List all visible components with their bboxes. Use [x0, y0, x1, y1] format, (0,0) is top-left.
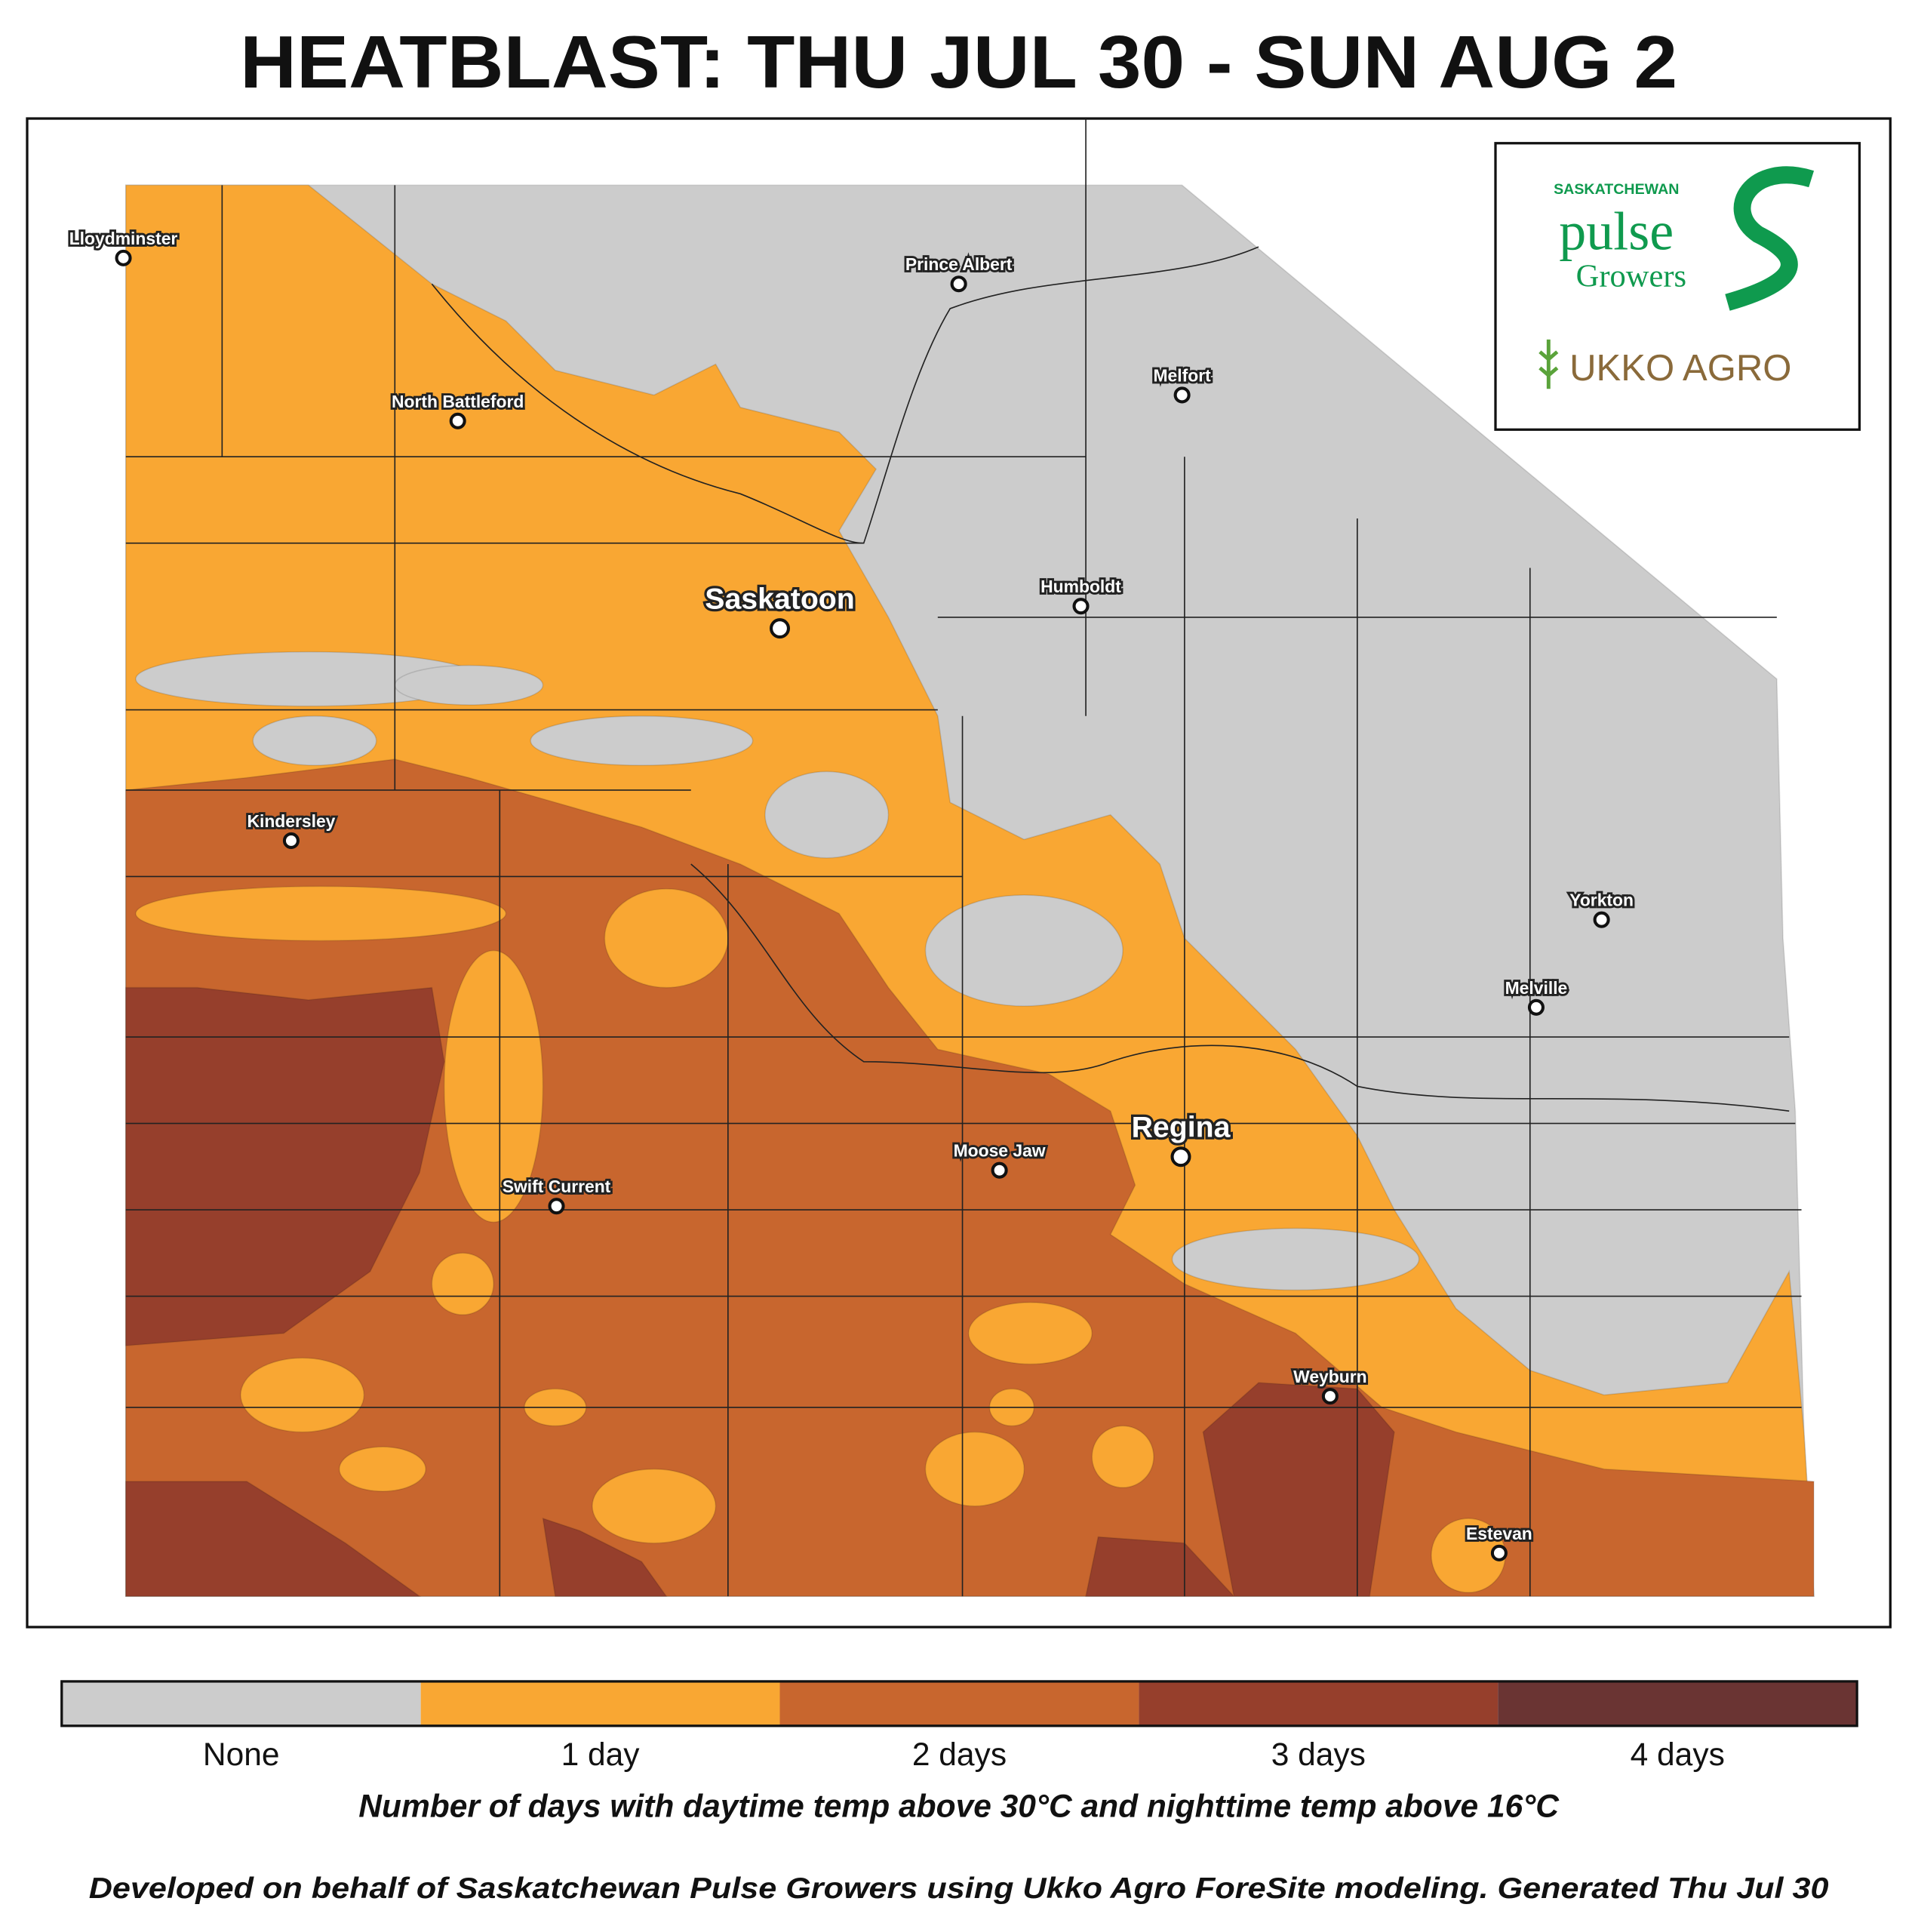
legend-swatch	[420, 1681, 780, 1726]
logo-text: SASKATCHEWAN	[1554, 181, 1679, 198]
city-marker	[950, 275, 967, 293]
city-label: Yorkton	[1569, 891, 1634, 910]
title: HEATBLAST: THU JUL 30 - SUN AUG 2	[240, 20, 1677, 103]
legend-label: 4 days	[1631, 1737, 1725, 1773]
city-marker	[1593, 911, 1610, 928]
zone-3-days	[1085, 1382, 1395, 1597]
logo-icon	[1725, 166, 1815, 311]
city-marker	[1072, 598, 1090, 615]
zone-3-days	[124, 1481, 422, 1597]
zone-none	[924, 894, 1123, 1007]
zone-1-day	[443, 949, 544, 1223]
city-marker	[548, 1198, 565, 1215]
city-marker	[1490, 1544, 1508, 1561]
zone-1-day	[431, 1252, 494, 1315]
city-label: Melville	[1505, 978, 1568, 998]
zone-none	[764, 771, 890, 859]
city-label: Humboldt	[1040, 577, 1121, 596]
city-marker	[1170, 1146, 1191, 1168]
municipal-boundaries	[125, 118, 1802, 1597]
footer: Developed on behalf of Saskatchewan Puls…	[89, 1872, 1829, 1905]
zone-1-day	[924, 1431, 1025, 1507]
zone-1-day	[1091, 1425, 1154, 1488]
map	[124, 118, 1815, 1597]
caption: Number of days with daytime temp above 3…	[358, 1789, 1560, 1825]
zone-3-days	[542, 1517, 668, 1597]
legend: None 1 day 2 days 3 days 4 days	[60, 1680, 1858, 1773]
cities: Lloydminster Prince Albert Melfort North Ba…	[67, 226, 1636, 1561]
city-marker	[770, 618, 791, 639]
zone-1-day	[604, 888, 729, 989]
legend-swatch	[1139, 1681, 1498, 1726]
zone-1-day	[240, 1357, 365, 1433]
zone-none	[530, 715, 754, 767]
logo-text: pulse	[1559, 201, 1674, 261]
zone-none	[1171, 1227, 1420, 1291]
city-label: Swift Current	[503, 1177, 611, 1196]
logo-text: Growers	[1576, 258, 1686, 294]
zone-none	[252, 715, 377, 767]
logo-icon	[1538, 339, 1559, 389]
zone-1-day	[967, 1301, 1093, 1365]
zone-none	[394, 664, 544, 706]
legend-label: None	[203, 1737, 280, 1773]
city-marker	[449, 412, 466, 429]
city-label: Kindersley	[247, 811, 335, 831]
zone-1-day	[135, 885, 507, 942]
city-label: Prince Albert	[905, 254, 1013, 274]
city-label: North Battleford	[392, 392, 524, 411]
city-label: Saskatoon	[705, 582, 854, 615]
city-label: Moose Jaw	[954, 1141, 1046, 1161]
legend-swatch	[779, 1681, 1139, 1726]
city-label: Regina	[1132, 1111, 1231, 1144]
city-marker	[1527, 998, 1545, 1016]
zone-2-days	[124, 758, 1815, 1597]
legend-label: 3 days	[1271, 1737, 1366, 1773]
city-label: Lloydminster	[69, 229, 178, 248]
legend-label: 1 day	[561, 1737, 641, 1773]
legend-swatch	[1498, 1681, 1858, 1726]
zone-1-day	[338, 1446, 426, 1492]
city-marker	[991, 1161, 1008, 1179]
legend-border	[60, 1680, 1858, 1727]
zone-1-day	[592, 1468, 717, 1544]
logo-box	[1494, 142, 1861, 431]
city-marker	[282, 832, 300, 850]
legend-swatch	[61, 1681, 421, 1726]
city-marker	[1173, 386, 1191, 404]
city-label: Weyburn	[1293, 1367, 1366, 1386]
city-label: Estevan	[1466, 1524, 1532, 1543]
logo-text: UKKO AGRO	[1569, 348, 1791, 389]
zone-3-days	[124, 986, 445, 1346]
legend-label: 2 days	[912, 1737, 1007, 1773]
city-marker	[115, 249, 132, 266]
city-marker	[1321, 1388, 1339, 1405]
city-label: Melfort	[1154, 365, 1212, 385]
